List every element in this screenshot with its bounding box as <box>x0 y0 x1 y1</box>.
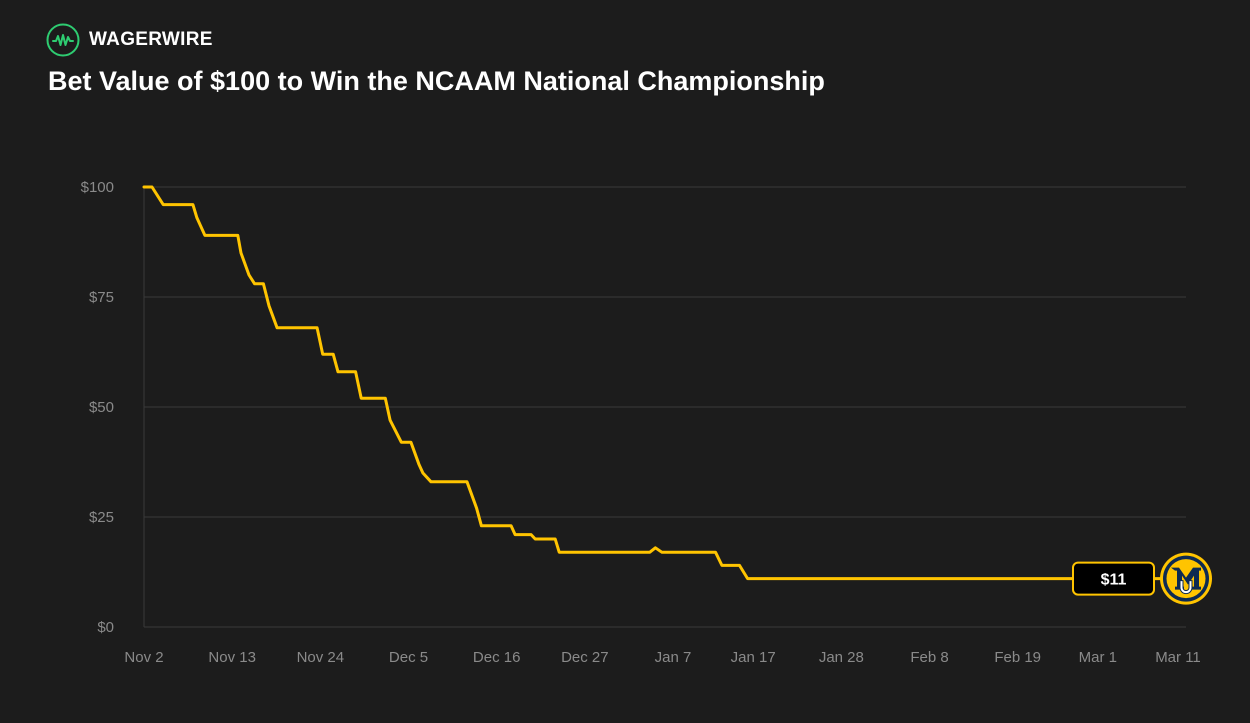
end-value-box <box>1072 561 1155 596</box>
x-tick-label: Dec 5 <box>389 649 428 666</box>
series-line-0 <box>142 185 1181 581</box>
marquette-mu-logo <box>1160 552 1212 605</box>
x-tick-label: Nov 24 <box>297 649 345 666</box>
y-tick-label: $0 <box>97 619 114 636</box>
brand-header: WAGERWIRE <box>46 23 213 57</box>
x-tick-label: Feb 8 <box>910 649 948 666</box>
x-tick-label: Feb 19 <box>994 649 1041 666</box>
brand-name: WAGERWIRE <box>89 29 213 50</box>
y-tick-label: $75 <box>89 289 114 306</box>
x-tick-label: Nov 13 <box>208 649 256 666</box>
series-layer <box>142 185 1181 581</box>
x-axis: Nov 2 Nov 13 Nov 24 Dec 5 Dec 16 Dec 27 Jan 7 J… <box>124 649 1200 666</box>
y-tick-label: $100 <box>81 179 114 196</box>
x-tick-label: Dec 16 <box>473 649 521 666</box>
x-tick-label: Mar 11 <box>1155 649 1201 666</box>
x-tick-label: Nov 2 <box>124 649 163 666</box>
chart-title: Bet Value of $100 to Win the NCAAM Natio… <box>48 66 825 96</box>
x-tick-label: Jan 28 <box>819 649 864 666</box>
x-tick-label: Dec 27 <box>561 649 609 666</box>
y-tick-label: $50 <box>89 399 114 416</box>
x-tick-label: Mar 1 <box>1079 649 1117 666</box>
x-tick-label: Jan 7 <box>655 649 692 666</box>
end-marker: $11 <box>1072 552 1212 605</box>
y-axis: $0 $25 $50 $75 $100 <box>81 179 145 636</box>
x-tick-label: Jan 17 <box>731 649 776 666</box>
y-tick-label: $25 <box>89 509 114 526</box>
grid-lines <box>144 186 1186 628</box>
end-value-label: $11 <box>1101 572 1127 589</box>
pulse-circle-icon <box>46 23 80 57</box>
